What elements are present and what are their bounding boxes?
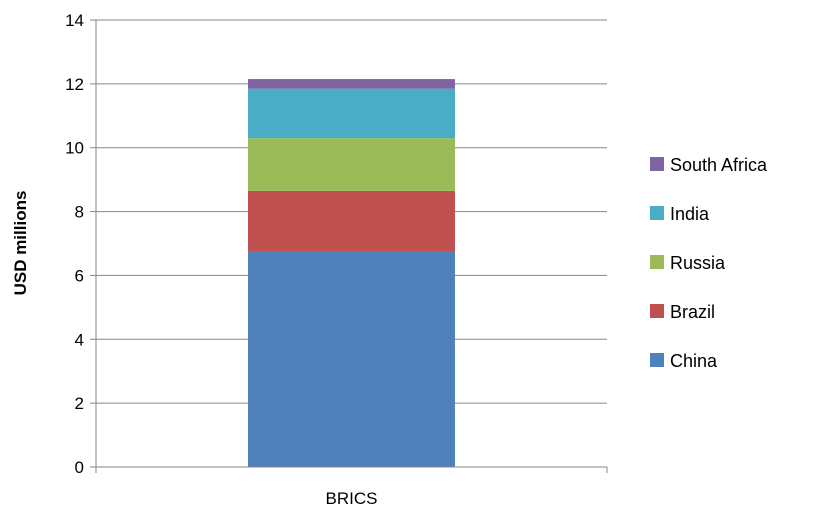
y-tick-labels: 0 2 4 6 8 10 12 14 bbox=[65, 11, 84, 477]
legend-swatch-south-africa bbox=[650, 157, 664, 171]
legend-label-south-africa: South Africa bbox=[670, 155, 768, 175]
legend: South Africa India Russia Brazil China bbox=[650, 155, 768, 371]
y-tick-label: 2 bbox=[75, 394, 84, 413]
legend-label-china: China bbox=[670, 351, 718, 371]
x-tick-label: BRICS bbox=[326, 489, 378, 508]
y-tick-label: 14 bbox=[65, 11, 84, 30]
y-tick-label: 8 bbox=[75, 203, 84, 222]
bar-segment-india bbox=[248, 88, 455, 139]
bars bbox=[248, 79, 455, 467]
bar-segment-south-africa bbox=[248, 79, 455, 89]
bar-segment-brazil bbox=[248, 190, 455, 252]
bar-segment-china bbox=[248, 251, 455, 467]
legend-swatch-india bbox=[650, 206, 664, 220]
legend-label-russia: Russia bbox=[670, 253, 726, 273]
bar-segment-russia bbox=[248, 138, 455, 191]
legend-swatch-china bbox=[650, 353, 664, 367]
y-tick-label: 6 bbox=[75, 266, 84, 285]
y-axis-title: USD millions bbox=[11, 191, 30, 296]
y-tick-label: 12 bbox=[65, 75, 84, 94]
legend-swatch-brazil bbox=[650, 304, 664, 318]
legend-label-india: India bbox=[670, 204, 710, 224]
y-tick-label: 4 bbox=[75, 330, 84, 349]
axes bbox=[90, 19, 608, 473]
y-tick-label: 10 bbox=[65, 139, 84, 158]
x-tick-labels: BRICS bbox=[326, 489, 378, 508]
legend-swatch-russia bbox=[650, 255, 664, 269]
y-tick-label: 0 bbox=[75, 458, 84, 477]
legend-label-brazil: Brazil bbox=[670, 302, 715, 322]
